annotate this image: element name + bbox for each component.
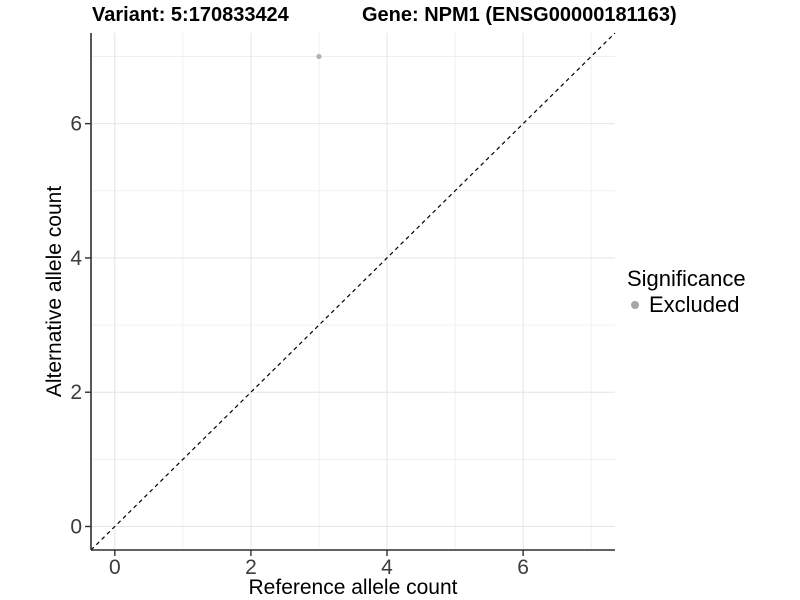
x-axis-title: Reference allele count [249,576,458,599]
identity-dashed-line [90,32,616,551]
legend-items: Excluded [627,294,746,316]
variant-title: Variant: 5:170833424 [92,4,289,26]
y-tick-label: 0 [70,516,82,539]
x-tick-label: 4 [381,556,393,579]
legend: Significance Excluded [627,268,746,316]
gene-title: Gene: NPM1 (ENSG00000181163) [362,4,677,26]
y-axis-title: Alternative allele count [43,186,66,397]
legend-item: Excluded [627,294,746,316]
legend-title: Significance [627,266,746,291]
y-tick-label: 6 [70,113,82,136]
y-tick-label: 4 [70,247,82,270]
legend-marker-circle-icon [631,301,639,309]
x-tick-label: 0 [109,556,121,579]
data-point [316,53,322,60]
legend-item-label: Excluded [649,292,740,317]
x-tick-label: 2 [245,556,257,579]
y-tick-label: 2 [70,381,82,404]
x-tick-label: 6 [517,556,529,579]
